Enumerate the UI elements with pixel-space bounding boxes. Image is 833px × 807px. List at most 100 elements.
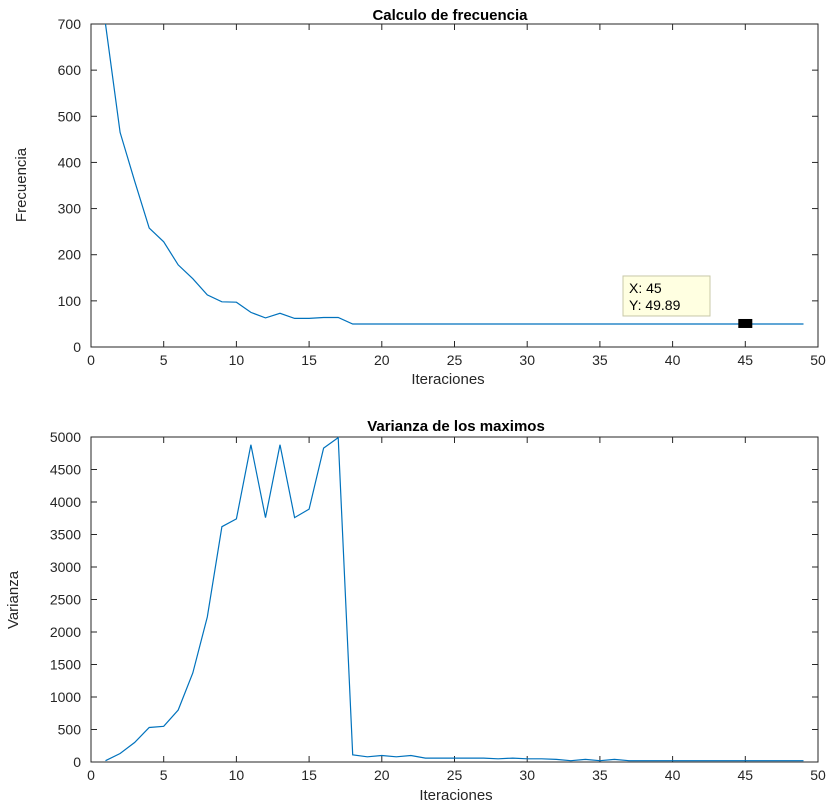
data-point — [671, 759, 674, 762]
data-point — [118, 131, 121, 134]
chart-varianza: Varianza de los maximos Iteraciones Vari… — [5, 418, 826, 804]
data-point — [351, 753, 354, 756]
data-point — [569, 759, 572, 762]
y-tick-label: 500 — [58, 108, 82, 124]
x-tick-label: 50 — [810, 767, 826, 783]
data-point — [467, 322, 470, 325]
x-tick-label: 45 — [738, 767, 754, 783]
data-point — [322, 316, 325, 319]
y-tick-label: 5000 — [50, 429, 81, 445]
y-tick-label: 600 — [58, 62, 82, 78]
data-point — [104, 22, 107, 25]
plot-area — [90, 436, 819, 763]
data-point — [511, 322, 514, 325]
data-point — [555, 322, 558, 325]
datatip-marker — [738, 318, 753, 328]
y-tick-label: 4500 — [50, 462, 81, 478]
data-point — [569, 322, 572, 325]
data-point — [235, 517, 238, 520]
data-point — [686, 759, 689, 762]
data-point — [758, 759, 761, 762]
data-point — [264, 516, 267, 519]
data-point — [627, 759, 630, 762]
data-point — [438, 757, 441, 760]
x-tick-label: 30 — [519, 352, 535, 368]
y-tick-label: 3500 — [50, 527, 81, 543]
data-point — [642, 322, 645, 325]
x-tick-label: 5 — [160, 767, 168, 783]
data-point — [380, 322, 383, 325]
data-point — [177, 708, 180, 711]
data-point — [584, 322, 587, 325]
y-tick-label: 200 — [58, 247, 82, 263]
data-point — [438, 322, 441, 325]
data-point — [148, 726, 151, 729]
data-point — [482, 322, 485, 325]
data-point — [206, 293, 209, 296]
x-tick-label: 25 — [447, 352, 463, 368]
data-point — [787, 759, 790, 762]
data-point — [715, 322, 718, 325]
y-tick-label: 400 — [58, 154, 82, 170]
y-tick-label: 0 — [73, 754, 81, 770]
data-point — [162, 725, 165, 728]
data-point — [700, 322, 703, 325]
data-point — [802, 322, 805, 325]
data-point — [351, 322, 354, 325]
data-point — [773, 322, 776, 325]
data-point — [409, 754, 412, 757]
data-point — [715, 759, 718, 762]
data-point — [642, 759, 645, 762]
data-point — [424, 757, 427, 760]
x-tick-label: 45 — [738, 352, 754, 368]
data-point — [598, 759, 601, 762]
data-point — [613, 322, 616, 325]
data-point — [453, 757, 456, 760]
data-point — [744, 759, 747, 762]
x-tick-label: 10 — [229, 767, 245, 783]
y-tick-label: 700 — [58, 16, 82, 32]
y-tick-label: 2500 — [50, 592, 81, 608]
x-tick-label: 20 — [374, 352, 390, 368]
x-tick-label: 35 — [592, 352, 608, 368]
y-axis-label: Varianza — [5, 570, 22, 629]
data-point — [118, 752, 121, 755]
chart-frecuencia: Calculo de frecuencia Iteraciones Frecue… — [13, 7, 826, 388]
x-tick-label: 5 — [160, 352, 168, 368]
data-point — [104, 759, 107, 762]
data-point — [584, 758, 587, 761]
data-point — [482, 757, 485, 760]
y-tick-label: 1000 — [50, 689, 81, 705]
data-point — [293, 516, 296, 519]
y-tick-label: 2000 — [50, 624, 81, 640]
data-point — [802, 759, 805, 762]
series-line — [104, 23, 804, 325]
data-point — [700, 759, 703, 762]
data-point — [497, 322, 500, 325]
data-point — [133, 179, 136, 182]
y-tick-label: 100 — [58, 293, 82, 309]
y-tick-label: 1500 — [50, 657, 81, 673]
x-tick-label: 15 — [301, 352, 317, 368]
x-tick-label: 25 — [447, 767, 463, 783]
x-tick-label: 10 — [229, 352, 245, 368]
data-point — [191, 671, 194, 674]
datatip-box — [622, 275, 711, 317]
x-axis-label: Iteraciones — [411, 371, 484, 388]
data-point — [249, 443, 252, 446]
data-point — [293, 317, 296, 320]
data-point — [627, 322, 630, 325]
data-point — [220, 525, 223, 528]
data-point — [278, 312, 281, 315]
data-point — [686, 322, 689, 325]
x-tick-label: 35 — [592, 767, 608, 783]
data-point — [235, 301, 238, 304]
x-tick-label: 20 — [374, 767, 390, 783]
data-point — [308, 508, 311, 511]
data-point — [337, 316, 340, 319]
x-tick-label: 50 — [810, 352, 826, 368]
data-point — [656, 322, 659, 325]
data-point — [467, 757, 470, 760]
data-point — [526, 322, 529, 325]
x-tick-label: 0 — [87, 767, 95, 783]
